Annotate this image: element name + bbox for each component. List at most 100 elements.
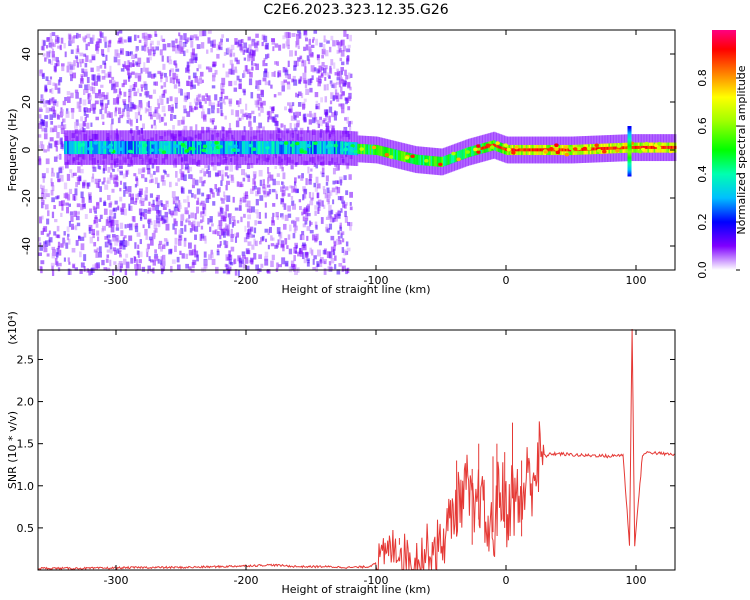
noise-speckle: [97, 264, 100, 269]
noise-speckle: [224, 211, 227, 219]
noise-speckle: [348, 92, 352, 99]
noise-speckle: [264, 256, 268, 261]
noise-speckle: [174, 245, 177, 253]
noise-speckle: [110, 123, 113, 131]
noise-speckle: [299, 234, 303, 241]
noise-speckle: [48, 237, 53, 243]
noise-speckle: [302, 223, 306, 228]
noise-speckle: [232, 196, 235, 203]
noise-speckle: [341, 108, 345, 114]
noise-speckle: [162, 90, 165, 96]
noise-speckle: [339, 179, 343, 186]
ridge-spot: [654, 143, 659, 148]
noise-speckle: [181, 116, 186, 121]
ridge-spot: [228, 144, 233, 149]
noise-speckle: [114, 107, 117, 113]
ridge-cell: [449, 153, 452, 164]
noise-speckle: [92, 107, 96, 114]
noise-speckle: [74, 121, 78, 129]
noise-speckle: [293, 181, 297, 186]
noise-speckle: [218, 220, 223, 226]
noise-speckle: [163, 219, 167, 223]
noise-speckle: [314, 210, 317, 216]
noise-speckle: [54, 83, 58, 90]
noise-speckle: [220, 112, 224, 117]
ridge-spot: [89, 147, 94, 151]
noise-speckle: [328, 75, 331, 79]
noise-speckle: [99, 214, 103, 219]
noise-speckle: [340, 233, 343, 239]
noise-speckle: [329, 67, 333, 75]
noise-speckle: [315, 104, 318, 110]
noise-speckle: [46, 218, 50, 225]
noise-speckle: [324, 65, 328, 70]
noise-speckle: [237, 117, 240, 121]
noise-speckle: [115, 227, 120, 231]
noise-speckle: [94, 215, 98, 219]
noise-speckle: [319, 257, 324, 264]
noise-speckle: [139, 239, 142, 245]
noise-speckle: [342, 45, 347, 52]
noise-speckle: [284, 69, 289, 76]
noise-speckle: [279, 234, 282, 241]
noise-speckle: [264, 228, 268, 233]
noise-speckle: [53, 156, 58, 162]
noise-speckle: [69, 211, 74, 216]
ridge-spot: [615, 148, 620, 153]
noise-speckle: [160, 98, 164, 106]
noise-speckle: [251, 54, 255, 62]
noise-speckle: [174, 203, 178, 209]
noise-speckle: [188, 75, 191, 80]
noise-speckle: [144, 107, 148, 114]
noise-speckle: [66, 91, 71, 96]
ridge-cell: [143, 141, 147, 155]
noise-speckle: [64, 51, 67, 58]
noise-speckle: [123, 79, 128, 85]
noise-speckle: [41, 94, 44, 101]
noise-speckle: [306, 261, 310, 267]
noise-speckle: [127, 72, 132, 78]
noise-speckle: [134, 183, 138, 188]
noise-speckle: [82, 36, 86, 41]
noise-speckle: [340, 208, 343, 213]
noise-speckle: [84, 213, 88, 219]
noise-speckle: [186, 49, 189, 53]
noise-speckle: [340, 40, 343, 47]
ridge-cell: [369, 144, 373, 155]
noise-speckle: [233, 258, 237, 264]
spectrogram-y-tick-label: 40: [20, 47, 33, 61]
noise-speckle: [58, 249, 62, 256]
noise-speckle: [211, 102, 216, 107]
noise-speckle: [113, 86, 117, 94]
noise-speckle: [297, 102, 302, 107]
noise-speckle: [156, 40, 161, 46]
noise-speckle: [344, 202, 348, 206]
noise-speckle: [82, 121, 85, 126]
spectrogram-y-axis-label: Frequency (Hz): [6, 109, 19, 192]
noise-speckle: [133, 223, 137, 228]
noise-speckle: [83, 232, 87, 238]
noise-speckle: [139, 101, 143, 108]
ridge-spot: [264, 143, 269, 147]
noise-speckle: [337, 41, 342, 48]
noise-speckle: [270, 38, 275, 43]
noise-speckle: [278, 44, 282, 51]
ridge-cell: [212, 141, 215, 155]
noise-speckle: [303, 207, 306, 215]
ridge-cell: [112, 141, 115, 155]
noise-speckle: [235, 164, 239, 171]
noise-speckle: [122, 108, 126, 112]
ridge-cell: [341, 141, 345, 155]
noise-speckle: [183, 33, 187, 41]
noise-speckle: [336, 49, 340, 54]
noise-speckle: [80, 168, 84, 174]
noise-speckle: [130, 257, 134, 264]
noise-speckle: [166, 97, 169, 104]
noise-speckle: [239, 43, 243, 51]
noise-speckle: [260, 89, 264, 96]
ridge-cell: [160, 141, 164, 155]
noise-speckle: [58, 201, 63, 207]
noise-speckle: [200, 42, 205, 49]
ridge-spot: [248, 143, 253, 148]
noise-speckle: [65, 202, 69, 206]
